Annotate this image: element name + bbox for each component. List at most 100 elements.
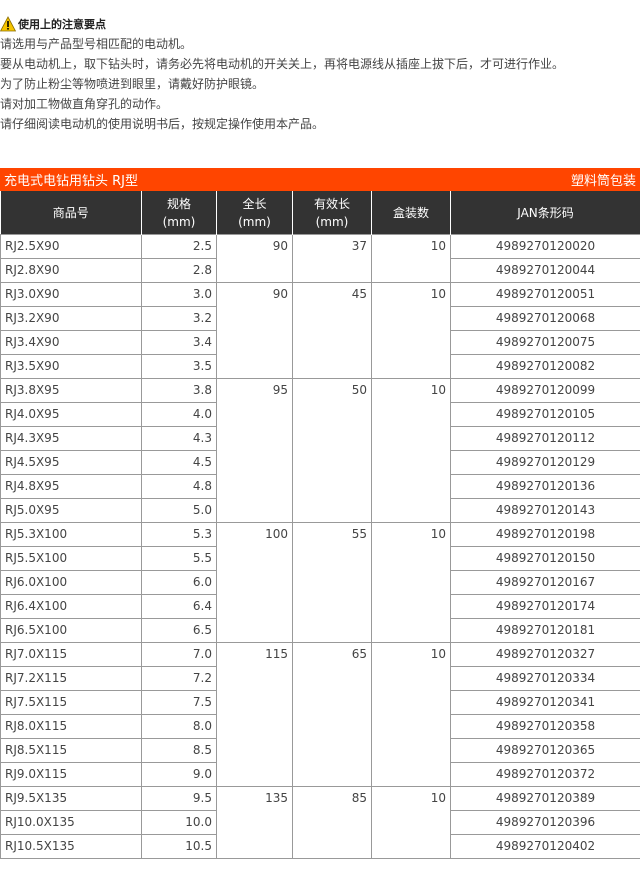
jan-code-cell: 4989270120129	[450, 450, 640, 475]
table-row: RJ4.0X95 4.0 4989270120105	[0, 402, 640, 427]
box-qty-cell: 10	[371, 282, 451, 379]
table-row: RJ4.8X95 4.8 4989270120136	[0, 474, 640, 499]
header-total-length: 全长 (mm)	[216, 191, 293, 235]
size-cell: 5.0	[141, 498, 217, 523]
product-code: RJ4.0X95	[0, 402, 142, 427]
total-length-cell: 115	[216, 642, 293, 787]
table-row: RJ10.0X135 10.0 4989270120396	[0, 810, 640, 835]
header-label: 商品号	[52, 205, 89, 220]
product-code: RJ3.0X90	[0, 282, 142, 307]
header-label: 有效长	[313, 196, 350, 211]
table-row: RJ3.8X95 3.8 95 50 10 4989270120099	[0, 378, 640, 523]
product-code: RJ3.2X90	[0, 306, 142, 331]
product-code: RJ7.2X115	[0, 666, 142, 691]
header-row: 商品号 规格 (mm) 全长 (mm) 有效长 (mm) 盒装数 JAN条形码	[0, 191, 640, 235]
table-row: RJ3.0X90 3.0 90 45 10 4989270120051	[0, 282, 640, 379]
table-row: RJ7.0X115 7.0 115 65 10 4989270120327	[0, 642, 640, 787]
table-row: RJ2.5X90 2.5 90 37 10 4989270120020	[0, 234, 640, 283]
jan-code-cell: 4989270120372	[450, 762, 640, 787]
product-code: RJ4.8X95	[0, 474, 142, 499]
jan-code-cell: 4989270120358	[450, 714, 640, 739]
box-qty-cell: 10	[371, 642, 451, 787]
product-code: RJ3.8X95	[0, 378, 142, 403]
note-line: 请仔细阅读电动机的使用说明书后，按规定操作使用本产品。	[0, 117, 325, 131]
jan-code-cell: 4989270120341	[450, 690, 640, 715]
jan-code-cell: 4989270120068	[450, 306, 640, 331]
size-cell: 6.4	[141, 594, 217, 619]
jan-code-cell: 4989270120396	[450, 810, 640, 835]
table-row: RJ9.5X135 9.5 135 85 10 4989270120389	[0, 786, 640, 859]
jan-code-cell: 4989270120082	[450, 354, 640, 379]
effective-length-cell: 65	[292, 642, 372, 787]
effective-length-cell: 45	[292, 282, 372, 379]
product-code: RJ9.5X135	[0, 786, 142, 811]
table-row: RJ3.4X90 3.4 4989270120075	[0, 330, 640, 355]
table-title-bar: 充电式电钻用钻头 RJ型 塑料筒包装	[0, 168, 640, 191]
product-code: RJ2.5X90	[0, 234, 142, 259]
table-row: RJ7.5X115 7.5 4989270120341	[0, 690, 640, 715]
product-code: RJ2.8X90	[0, 258, 142, 283]
jan-code-cell: 4989270120174	[450, 594, 640, 619]
jan-code-cell: 4989270120402	[450, 834, 640, 859]
size-cell: 6.5	[141, 618, 217, 643]
packaging-label: 塑料筒包装	[570, 174, 636, 189]
product-code: RJ5.0X95	[0, 498, 142, 523]
jan-code-cell: 4989270120334	[450, 666, 640, 691]
size-cell: 10.0	[141, 810, 217, 835]
product-code: RJ4.5X95	[0, 450, 142, 475]
size-cell: 5.5	[141, 546, 217, 571]
jan-code-cell: 4989270120136	[450, 474, 640, 499]
effective-length-cell: 50	[292, 378, 372, 523]
size-cell: 3.4	[141, 330, 217, 355]
size-cell: 4.3	[141, 426, 217, 451]
jan-code-cell: 4989270120181	[450, 618, 640, 643]
table-row: RJ10.5X135 10.5 4989270120402	[0, 834, 640, 859]
size-cell: 5.3	[141, 522, 217, 547]
size-cell: 7.0	[141, 642, 217, 667]
box-qty-cell: 10	[371, 522, 451, 643]
product-code: RJ3.4X90	[0, 330, 142, 355]
size-cell: 3.5	[141, 354, 217, 379]
size-cell: 6.0	[141, 570, 217, 595]
total-length-cell: 90	[216, 282, 293, 379]
product-code: RJ10.5X135	[0, 834, 142, 859]
header-label: 全长	[242, 196, 267, 211]
jan-code-cell: 4989270120112	[450, 426, 640, 451]
effective-length-cell: 55	[292, 522, 372, 643]
jan-code-cell: 4989270120150	[450, 546, 640, 571]
size-cell: 8.5	[141, 738, 217, 763]
product-code: RJ4.3X95	[0, 426, 142, 451]
effective-length-cell: 37	[292, 234, 372, 283]
size-cell: 7.5	[141, 690, 217, 715]
product-code: RJ9.0X115	[0, 762, 142, 787]
product-code: RJ8.5X115	[0, 738, 142, 763]
size-cell: 4.5	[141, 450, 217, 475]
total-length-cell: 100	[216, 522, 293, 643]
table-row: RJ5.0X95 5.0 4989270120143	[0, 498, 640, 523]
header-label: JAN条形码	[517, 205, 574, 220]
notes-title-text: 使用上的注意要点	[18, 18, 106, 31]
jan-code-cell: 4989270120099	[450, 378, 640, 403]
box-qty-cell: 10	[371, 378, 451, 523]
size-cell: 4.8	[141, 474, 217, 499]
warning-icon	[0, 16, 16, 32]
size-cell: 2.5	[141, 234, 217, 259]
header-unit: (mm)	[315, 214, 349, 229]
jan-code-cell: 4989270120365	[450, 738, 640, 763]
note-line: 请选用与产品型号相匹配的电动机。	[0, 37, 193, 51]
table-row: RJ5.3X100 5.3 100 55 10 4989270120198	[0, 522, 640, 643]
size-cell: 3.0	[141, 282, 217, 307]
table-row: RJ4.3X95 4.3 4989270120112	[0, 426, 640, 451]
header-product-code: 商品号	[0, 191, 142, 235]
jan-code-cell: 4989270120327	[450, 642, 640, 667]
note-line: 为了防止粉尘等物喷进到眼里，请戴好防护眼镜。	[0, 77, 265, 91]
total-length-cell: 135	[216, 786, 293, 859]
jan-code-cell: 4989270120198	[450, 522, 640, 547]
header-size: 规格 (mm)	[141, 191, 217, 235]
header-label: 盒装数	[392, 205, 429, 220]
jan-code-cell: 4989270120051	[450, 282, 640, 307]
header-box-qty: 盒装数	[371, 191, 451, 235]
total-length-cell: 95	[216, 378, 293, 523]
jan-code-cell: 4989270120167	[450, 570, 640, 595]
header-jan-code: JAN条形码	[450, 191, 640, 235]
